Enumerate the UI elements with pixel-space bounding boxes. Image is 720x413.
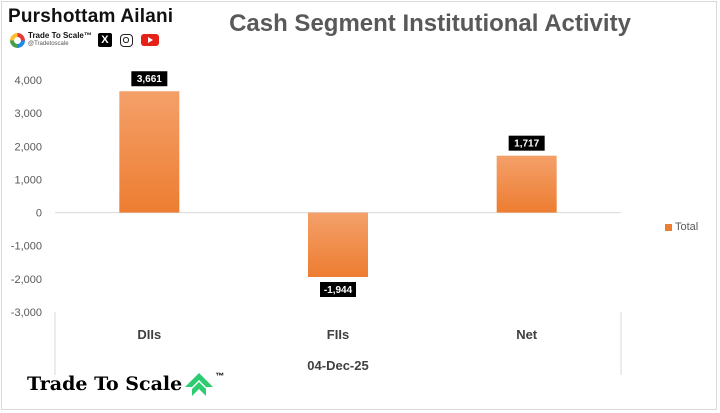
category-label: DIIs — [137, 327, 161, 342]
legend-label: Total — [675, 221, 699, 233]
brand-handle-text: Trade To Scale — [28, 31, 84, 40]
legend: Total — [665, 221, 698, 233]
data-label-box — [131, 71, 168, 87]
y-tick-label: 0 — [36, 208, 42, 220]
x-axis-label: 04-Dec-25 — [307, 358, 368, 373]
brand-handle-tm: ™ — [83, 31, 92, 40]
footer-brand-text: Trade To Scale — [27, 373, 183, 395]
y-tick-label: -1,000 — [11, 241, 42, 253]
category-label: FIIs — [327, 327, 349, 342]
data-label-text: 3,661 — [137, 74, 162, 85]
brand-handle-main: Trade To Scale™ — [28, 31, 92, 40]
brand-handle-sub: @Tradetoscale — [28, 41, 69, 47]
instagram-icon[interactable] — [119, 33, 133, 47]
data-label-text: 1,717 — [514, 139, 539, 150]
social-icons: X — [97, 33, 159, 47]
category-label: Net — [516, 327, 538, 342]
data-label-fiis: -1,944 — [320, 282, 356, 298]
brand-name: Purshottam Ailani — [8, 6, 174, 27]
x-icon[interactable]: X — [97, 33, 112, 47]
y-tick-label: 1,000 — [14, 174, 42, 186]
data-label-diis: 3,661 — [131, 71, 168, 87]
legend-swatch — [665, 223, 672, 231]
y-tick-label: 4,000 — [14, 75, 42, 87]
brand-handle: Trade To Scale™ @Tradetoscale — [28, 31, 92, 49]
y-tick-label: -3,000 — [11, 307, 42, 319]
brand-social-row: Trade To Scale™ @Tradetoscale X — [8, 29, 188, 51]
chart-title: Cash Segment Institutional Activity — [229, 10, 631, 37]
arrow-up-icon — [185, 373, 214, 396]
data-label-box — [508, 135, 545, 151]
footer-tm: ™ — [215, 371, 225, 381]
brand-logo-icon — [10, 32, 25, 48]
youtube-icon[interactable] — [140, 34, 159, 46]
y-tick-label: -2,000 — [11, 274, 42, 286]
footer-brand: Trade To Scale ™ — [27, 371, 224, 397]
data-label-net: 1,717 — [508, 135, 545, 151]
y-tick-label: 2,000 — [14, 141, 42, 153]
data-label-box — [320, 282, 356, 298]
bar-diis — [119, 91, 180, 213]
data-label-text: -1,944 — [324, 285, 353, 296]
bar-fiis — [308, 212, 368, 278]
y-tick-label: 3,000 — [14, 108, 42, 120]
bar-net — [496, 155, 557, 213]
brand-header: Purshottam Ailani Trade To Scale™ @Trade… — [8, 6, 188, 51]
